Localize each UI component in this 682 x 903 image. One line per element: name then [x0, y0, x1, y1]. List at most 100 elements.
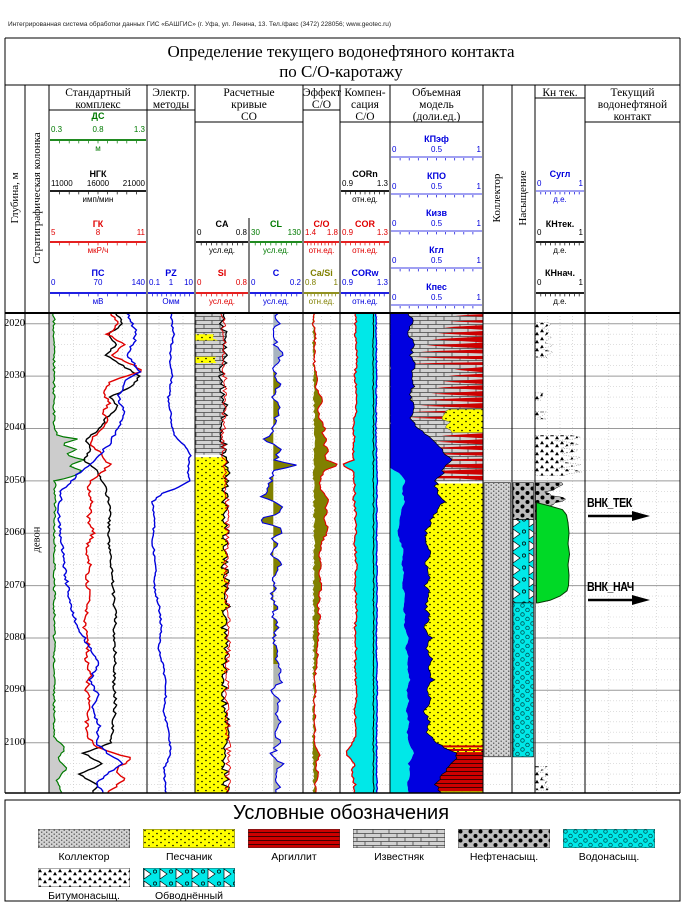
legend-label-1: Песчаник [165, 851, 213, 863]
scale-num-ds-0: 0.3 [51, 125, 63, 134]
scale-unit-ps: мВ [92, 297, 104, 306]
scale-num-ca-1: 0.8 [235, 228, 247, 237]
strat-unit-label: девон [31, 526, 43, 553]
scale-name-ds: ДС [91, 111, 105, 121]
scale-num-casi-1: 1 [333, 278, 338, 287]
scale-num-knnach-0: 0 [537, 278, 542, 287]
scale-name-gk: ГК [92, 219, 104, 229]
vnk-label-0: ВНК_ТЕК [587, 496, 632, 510]
legend-label-1: Обводнённый [154, 890, 224, 902]
curve-pz [150, 313, 192, 793]
scale-num-ngk-0: 11000 [51, 179, 73, 188]
scale-num-kgl-0: 0 [392, 256, 397, 265]
scale-unit-cor: отн.ед. [352, 246, 378, 255]
legend-label-0: Битумонасыщ. [48, 890, 120, 902]
scale-num-kizv-1: 0.5 [430, 219, 443, 228]
legend-label-2: Аргиллит [271, 851, 317, 863]
scale-unit-ds: м [95, 144, 101, 153]
legend-swatch-p-watersat [563, 829, 655, 848]
curve-fill-between [343, 313, 378, 793]
scale-num-kizv-2: 1 [476, 219, 481, 228]
legend-label-5: Водонасыщ. [578, 851, 640, 863]
curve-fill [272, 313, 283, 369]
column-title-sk-line0: Стандартный [65, 87, 131, 99]
scale-name-sugl: Сугл [549, 169, 571, 179]
depth-label-2080: 2080 [4, 631, 25, 643]
scale-unit-kntek: д.е. [553, 246, 567, 255]
scale-num-ngk-1: 16000 [86, 179, 110, 188]
curve-fill-between [312, 313, 337, 793]
scale-num-gk-2: 11 [136, 228, 145, 237]
scale-name-knnach: КНнач. [545, 268, 575, 278]
scale-unit-corn: отн.ед. [352, 195, 378, 204]
kn-bitumen-patch [535, 766, 550, 791]
scale-num-ds-1: 0.8 [92, 125, 104, 134]
curve-si [219, 313, 232, 793]
lith-strip [195, 457, 231, 793]
band-p-oilsat [512, 482, 534, 520]
scale-unit-cl: усл.ед. [263, 246, 289, 255]
depth-label-2070: 2070 [4, 579, 25, 591]
scale-num-cl-0: 30 [251, 228, 260, 237]
curve-corw [374, 313, 379, 793]
scale-unit-sugl: д.е. [553, 195, 567, 204]
scale-num-corw-1: 1.3 [376, 278, 388, 287]
scale-num-kpo-2: 1 [476, 182, 481, 191]
column-title-eff-line1: С/О [311, 99, 332, 111]
scale-num-corn-1: 1.3 [376, 179, 388, 188]
vol-clay-streak [437, 331, 483, 336]
band-p-watersat [512, 602, 534, 758]
depth-label-2020: 2020 [4, 317, 25, 329]
scale-num-cl-1: 130 [287, 228, 301, 237]
vol-limestone [407, 313, 483, 481]
legend-swatch-p-coll [38, 829, 130, 848]
curve-fill-left [49, 313, 84, 793]
scale-num-ds-2: 1.3 [133, 125, 145, 134]
scale-num-kntek-1: 1 [578, 228, 583, 237]
column-title-kn-line0: Кн тек. [542, 87, 578, 99]
scale-num-kgl-2: 1 [476, 256, 481, 265]
vol-oil [390, 313, 457, 793]
column-title-sk-line1: комплекс [75, 99, 121, 111]
scale-num-knnach-1: 1 [578, 278, 583, 287]
vol-sandstone [423, 483, 483, 793]
scale-num-si-0: 0 [197, 278, 202, 287]
scale-num-kpes-0: 0 [392, 293, 397, 302]
vol-clay-streak [425, 397, 483, 403]
scale-num-kpes-1: 0.5 [430, 293, 443, 302]
scale-name-cl: CL [270, 219, 282, 229]
legend-swatch-p-sand [143, 829, 235, 848]
vol-clay-streak [432, 336, 483, 343]
scale-num-ca-0: 0 [197, 228, 202, 237]
vol-clay-streak [430, 445, 483, 451]
legend-swatch-p-oilsat [458, 829, 550, 848]
scale-num-kntek-0: 0 [537, 228, 542, 237]
column-title-comp-line1: сация [351, 99, 379, 111]
column-title-sat: Насыщение [517, 170, 529, 226]
column-title-el-line0: Электр. [152, 87, 190, 99]
scale-name-corn: CORn [352, 169, 378, 179]
legend-title: Условные обозначения [232, 802, 450, 824]
vol-red-band [436, 745, 483, 748]
column-title-comp-line0: Компен- [344, 87, 386, 99]
column-title-vol-line1: модель [419, 99, 454, 111]
kn-bitumen-patch [535, 322, 554, 358]
scale-name-kpo: КПО [427, 171, 446, 181]
vol-clay-streak [455, 314, 483, 317]
vol-clay-streak [420, 349, 483, 354]
depth-label-2090: 2090 [4, 684, 25, 696]
curve-corn [372, 313, 375, 793]
curve-cor [342, 313, 359, 793]
scale-num-pz-0: 0.1 [149, 278, 161, 287]
vol-clay-streak [419, 403, 483, 409]
scale-num-kpo-0: 0 [392, 182, 397, 191]
scale-num-co-0: 1.4 [305, 228, 317, 237]
vol-sand-pocket [441, 408, 484, 433]
scale-num-cor-0: 0.9 [342, 228, 354, 237]
scale-num-sugl-0: 0 [537, 179, 542, 188]
scale-name-corw: CORw [351, 268, 379, 278]
scale-unit-c: усл.ед. [263, 297, 289, 306]
scale-num-ps-2: 140 [131, 278, 145, 287]
